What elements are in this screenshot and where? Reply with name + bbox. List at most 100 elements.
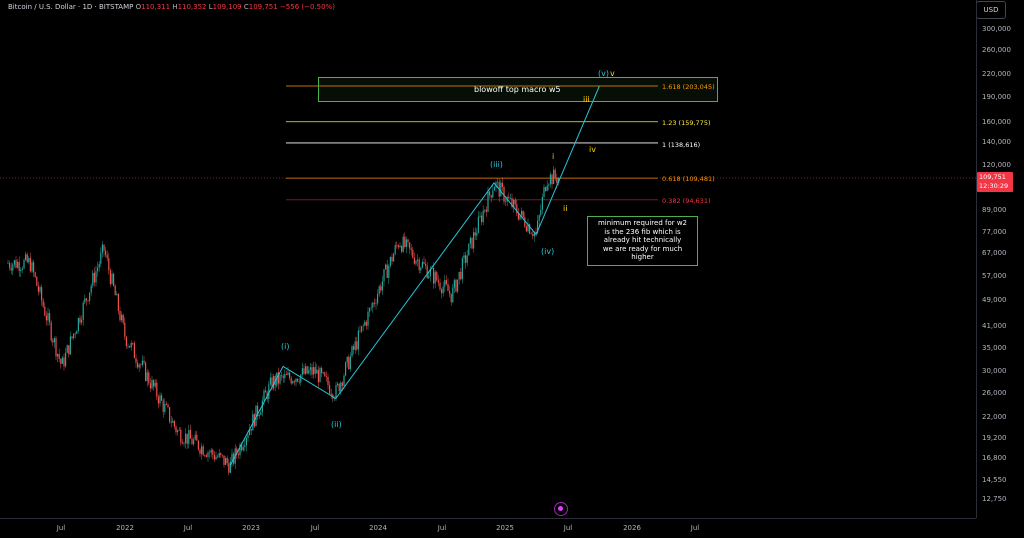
candle-body <box>164 403 166 412</box>
low-value: 109,109 <box>212 3 242 11</box>
candle-body <box>226 458 228 464</box>
candle-body <box>524 217 526 227</box>
candle-body <box>482 210 484 223</box>
candle-body <box>116 294 118 296</box>
candle-body <box>471 237 473 249</box>
candle-body <box>82 302 84 321</box>
candle-body <box>79 317 81 323</box>
candle-body <box>263 390 265 401</box>
candle-body <box>124 322 126 337</box>
candle-body <box>221 454 223 456</box>
y-tick: 12,750 <box>982 495 1007 503</box>
fib-label-0382: 0.382 (94,631) <box>662 197 711 205</box>
wave-label-iv: (iv) <box>541 247 555 256</box>
candle-body <box>143 360 145 363</box>
candle-body <box>9 263 11 268</box>
candle-body <box>153 379 155 387</box>
candle-body <box>201 446 203 454</box>
candle-body <box>375 303 377 304</box>
close-label: C <box>243 3 249 11</box>
candle-body <box>34 272 36 277</box>
candle-body <box>319 367 321 383</box>
candle-body <box>26 254 28 263</box>
candle-body <box>117 294 119 311</box>
candle-body <box>125 336 127 347</box>
candle-body <box>191 438 193 445</box>
candle-body <box>92 272 94 286</box>
candle-body <box>218 453 220 458</box>
candle-body <box>209 452 211 454</box>
candle-body <box>257 405 259 417</box>
y-tick: 57,000 <box>982 272 1007 280</box>
candle-body <box>476 232 478 236</box>
annotation-note[interactable]: minimum required for w2 is the 236 fib w… <box>587 216 698 266</box>
fib-label-123: 1.23 (159,775) <box>662 119 711 127</box>
candle-body <box>129 345 131 348</box>
time-axis[interactable]: Jul 2022 Jul 2023 Jul 2024 Jul 2025 Jul … <box>0 518 976 538</box>
candle-body <box>210 449 212 453</box>
symbol-title[interactable]: Bitcoin / U.S. Dollar · 1D · BITSTAMP <box>8 3 134 11</box>
candle-body <box>505 201 507 203</box>
candle-body <box>417 259 419 261</box>
candle-body <box>183 443 185 444</box>
price-axis[interactable]: 300,000 260,000 220,000 190,000 160,000 … <box>976 0 1024 518</box>
candle-body <box>295 378 297 383</box>
candle-body <box>426 265 428 279</box>
candle-body <box>385 264 387 270</box>
wave-label-iii: (iii) <box>490 160 503 169</box>
candle-body <box>402 236 404 252</box>
price-chart[interactable] <box>0 0 976 518</box>
candle-body <box>556 177 558 183</box>
candle-body <box>287 372 289 375</box>
candle-body <box>217 456 219 458</box>
candle-body <box>433 267 435 284</box>
x-tick: 2024 <box>369 524 387 532</box>
candle-body <box>503 186 505 202</box>
candle-body <box>90 285 92 293</box>
candle-body <box>167 404 169 408</box>
candle-body <box>100 252 102 264</box>
candle-body <box>386 264 388 278</box>
candle-body <box>359 330 361 332</box>
candle-body <box>327 376 329 386</box>
candle-body <box>453 279 455 288</box>
candle-body <box>103 244 105 251</box>
candle-body <box>421 261 423 268</box>
candle-body <box>535 232 537 233</box>
candle-body <box>141 360 143 365</box>
x-tick: Jul <box>310 524 320 532</box>
candle-body <box>127 345 129 347</box>
tradingview-logo-icon[interactable] <box>554 502 568 516</box>
candle-body <box>455 279 457 292</box>
candle-body <box>31 262 33 272</box>
candle-body <box>223 455 225 465</box>
candle-body <box>236 448 238 455</box>
candle-body <box>138 364 140 368</box>
candle-body <box>63 357 65 367</box>
candle-body <box>317 369 319 383</box>
candle-body <box>372 302 374 308</box>
candle-body <box>557 177 559 183</box>
high-label: H <box>172 3 178 11</box>
candle-body <box>71 336 73 339</box>
candle-body <box>511 198 513 208</box>
y-tick: 160,000 <box>982 118 1011 126</box>
candle-body <box>306 366 308 374</box>
candle-body <box>434 272 436 284</box>
candle-body <box>282 375 284 378</box>
blowoff-zone-box[interactable] <box>318 77 718 102</box>
candle-body <box>541 196 543 210</box>
candle-body <box>410 248 412 250</box>
candle-body <box>225 458 227 465</box>
candle-body <box>377 294 379 304</box>
candle-body <box>74 333 76 335</box>
candle-body <box>202 446 204 456</box>
candle-body <box>29 258 31 272</box>
wave-label-i: (i) <box>281 342 290 351</box>
candle-body <box>220 453 222 455</box>
candle-body <box>244 445 246 448</box>
candle-body <box>157 396 159 404</box>
candle-body <box>356 341 358 350</box>
candle-body <box>109 270 111 284</box>
candle-body <box>42 300 44 307</box>
